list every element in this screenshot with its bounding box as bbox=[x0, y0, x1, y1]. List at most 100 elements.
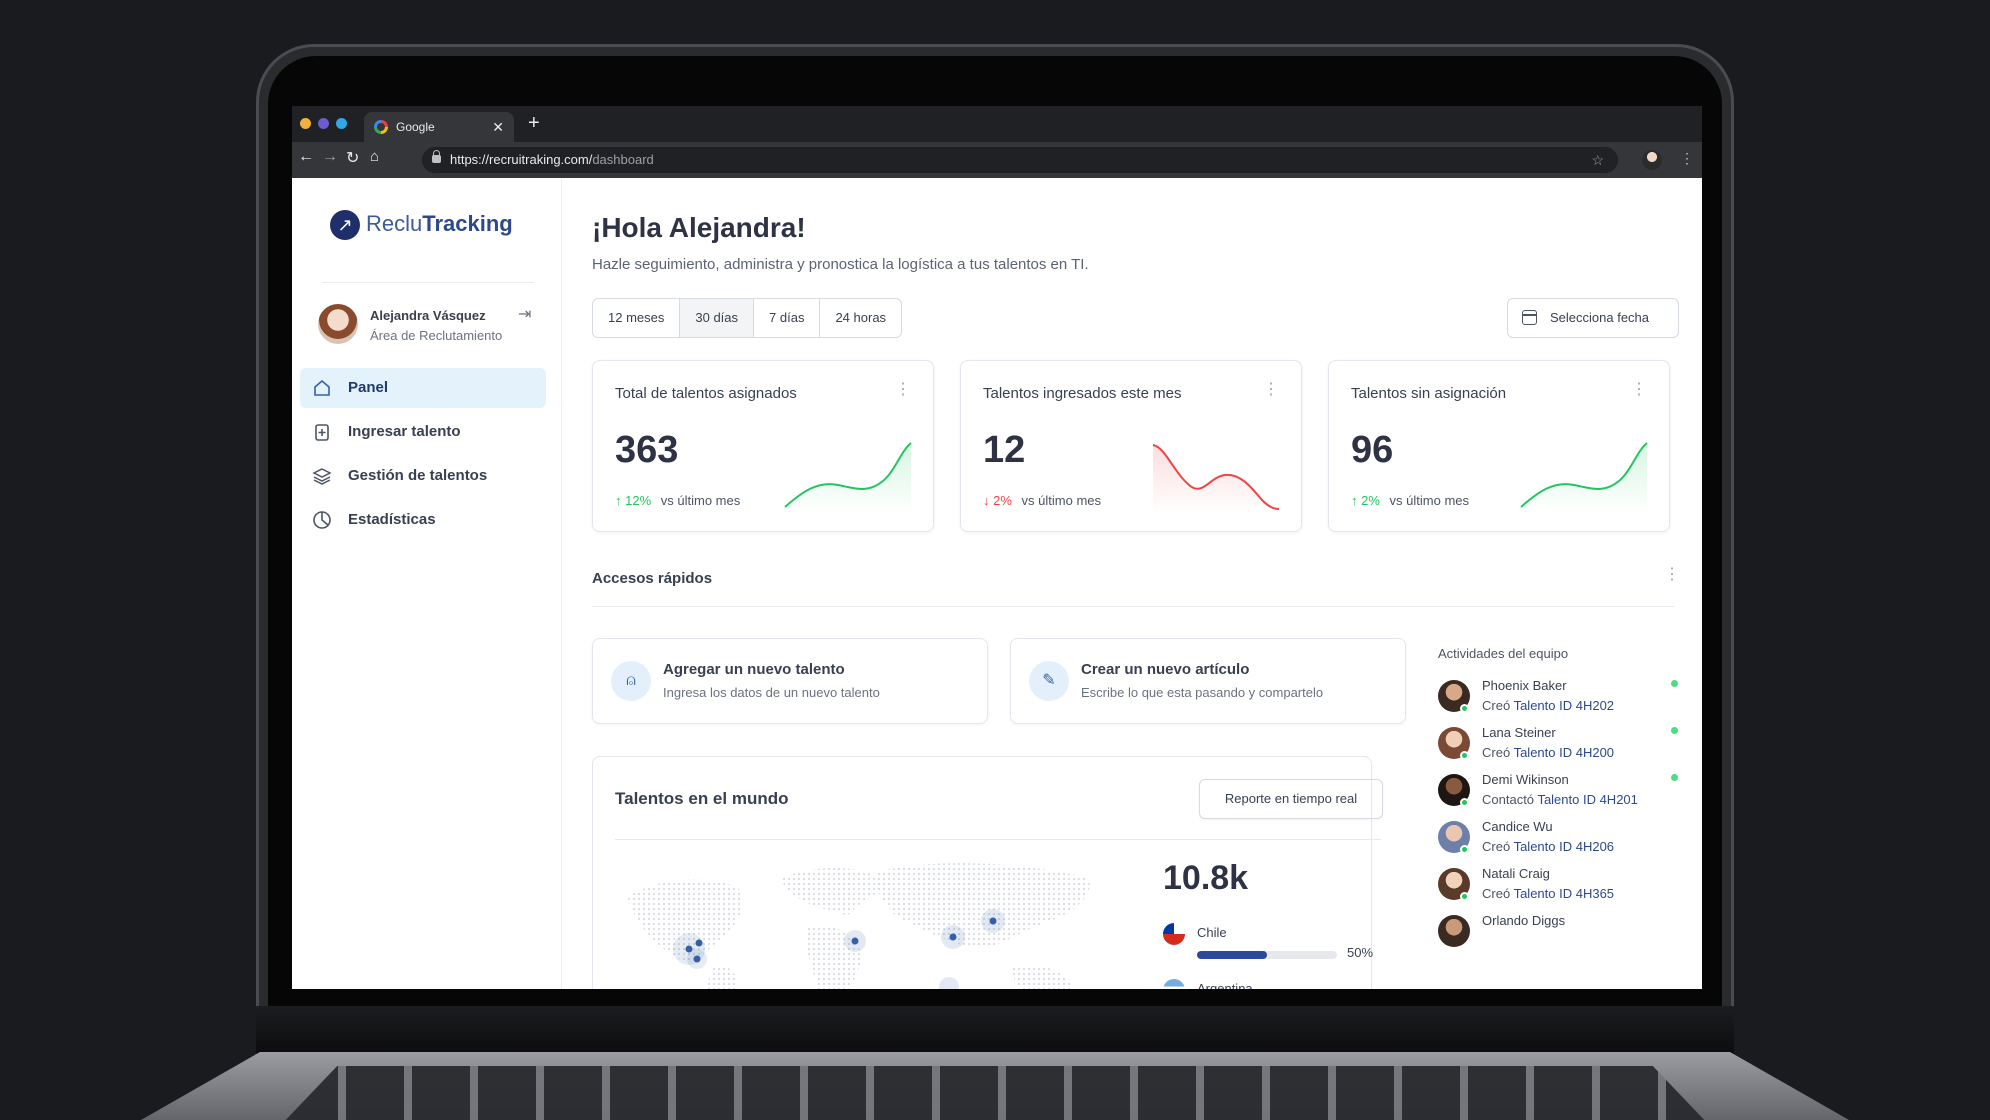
lock-icon bbox=[432, 150, 441, 163]
forward-icon[interactable]: → bbox=[322, 148, 338, 165]
stat-delta-value: 2% bbox=[1361, 493, 1380, 508]
brand-part2: Tracking bbox=[422, 210, 513, 236]
add-user-icon: ⍝ bbox=[611, 661, 651, 701]
talents-world-panel: Talentos en el mundo Reporte en tiempo r… bbox=[592, 756, 1383, 989]
sidebar-item-estadisticas[interactable]: Estadísticas bbox=[300, 500, 546, 540]
activity-item[interactable]: Phoenix Baker Creó Talento ID 4H202 bbox=[1438, 676, 1688, 726]
quick-access-desc: Escribe lo que esta pasando y compartelo bbox=[1081, 685, 1324, 700]
activity-text: Creó Talento ID 4H206 bbox=[1482, 839, 1614, 854]
more-options-icon[interactable]: ⋮ bbox=[1664, 566, 1680, 583]
keyboard bbox=[280, 1066, 1710, 1120]
stat-delta: ↑ 12% vs último mes bbox=[615, 493, 740, 508]
activity-action: Creó bbox=[1482, 698, 1511, 713]
team-activity: Actividades del equipo Phoenix Baker Cre… bbox=[1438, 638, 1688, 989]
avatar[interactable] bbox=[318, 304, 358, 344]
select-date-label: Selecciona fecha bbox=[1550, 310, 1650, 325]
brand-logo[interactable]: ↗ RecluTracking bbox=[330, 210, 513, 240]
more-options-icon[interactable]: ⋮ bbox=[895, 381, 911, 398]
browser-tabstrip: Google ✕ + bbox=[292, 106, 1702, 142]
range-7-dias[interactable]: 7 días bbox=[754, 299, 821, 337]
back-icon[interactable]: ← bbox=[298, 148, 314, 165]
brand-part1: Reclu bbox=[366, 210, 423, 236]
pie-chart-icon bbox=[313, 511, 331, 529]
browser-tab[interactable]: Google ✕ bbox=[364, 112, 514, 142]
browser-menu-icon[interactable]: ⋮ bbox=[1680, 150, 1694, 166]
range-30-dias[interactable]: 30 días bbox=[680, 299, 755, 337]
range-24-horas[interactable]: 24 horas bbox=[835, 310, 887, 325]
online-status-icon bbox=[1460, 798, 1469, 807]
add-file-icon bbox=[315, 424, 329, 441]
sidebar-menu: Panel Ingresar talento Gestión de talent… bbox=[300, 368, 546, 544]
unread-dot-icon bbox=[1671, 727, 1678, 734]
activity-item[interactable]: Natali Craig Creó Talento ID 4H365 bbox=[1438, 864, 1688, 914]
world-map bbox=[627, 862, 1090, 989]
online-status-icon bbox=[1460, 845, 1469, 854]
activity-target-link[interactable]: Talento ID 4H365 bbox=[1513, 886, 1615, 901]
activity-target-link[interactable]: Talento ID 4H206 bbox=[1513, 839, 1615, 854]
browser-profile-avatar[interactable] bbox=[1642, 150, 1662, 170]
team-activity-title: Actividades del equipo bbox=[1438, 646, 1569, 661]
stat-delta: ↑ 2% vs último mes bbox=[1351, 493, 1469, 508]
unread-dot-icon bbox=[1671, 774, 1678, 781]
maximize-dot-icon[interactable] bbox=[318, 118, 329, 129]
select-date-button[interactable]: Selecciona fecha bbox=[1507, 298, 1679, 338]
activity-item[interactable]: Demi Wikinson Contactó Talento ID 4H201 bbox=[1438, 770, 1688, 820]
quick-new-article[interactable]: ✎ Crear un nuevo artículo Escribe lo que… bbox=[1010, 638, 1406, 724]
activity-text: Creó Talento ID 4H200 bbox=[1482, 745, 1614, 760]
unread-dot-icon bbox=[1671, 680, 1678, 687]
range-selector: 12 meses 30 días 7 días 24 horas bbox=[592, 298, 903, 338]
bookmark-star-icon[interactable]: ☆ bbox=[1591, 152, 1604, 168]
minimize-dot-icon[interactable] bbox=[300, 118, 311, 129]
quick-access-title-text: Crear un nuevo artículo bbox=[1081, 661, 1250, 678]
online-status-icon bbox=[1460, 751, 1469, 760]
url-host: https://recruitraking.com/ bbox=[450, 152, 593, 167]
home-browser-icon[interactable]: ⌂ bbox=[370, 148, 380, 165]
sidebar-item-gestion-talentos[interactable]: Gestión de talentos bbox=[300, 456, 546, 496]
country-name: Chile bbox=[1197, 925, 1227, 940]
reload-icon[interactable]: ↻ bbox=[346, 150, 360, 167]
quick-access-title-text: Agregar un nuevo talento bbox=[663, 661, 845, 678]
realtime-report-button[interactable]: Reporte en tiempo real bbox=[1199, 779, 1383, 819]
range-12-meses[interactable]: 12 meses bbox=[593, 299, 681, 337]
stat-delta: ↓ 2% vs último mes bbox=[983, 493, 1101, 508]
activity-text: Creó Talento ID 4H202 bbox=[1482, 698, 1614, 713]
close-dot-icon[interactable] bbox=[336, 118, 347, 129]
activity-item[interactable]: Orlando Diggs bbox=[1438, 911, 1688, 961]
sidebar-item-ingresar-talento[interactable]: Ingresar talento bbox=[300, 412, 546, 452]
activity-item[interactable]: Candice Wu Creó Talento ID 4H206 bbox=[1438, 817, 1688, 867]
activity-action: Contactó bbox=[1482, 792, 1535, 807]
world-divider bbox=[615, 839, 1381, 840]
activity-target-link[interactable]: Talento ID 4H201 bbox=[1537, 792, 1638, 807]
close-tab-icon[interactable]: ✕ bbox=[492, 119, 504, 135]
stat-title: Talentos ingresados este mes bbox=[983, 385, 1182, 402]
stat-value: 12 bbox=[983, 429, 1026, 471]
page-subtitle: Hazle seguimiento, administra y pronosti… bbox=[592, 256, 1089, 273]
country-progress bbox=[1197, 951, 1337, 959]
activity-target-link[interactable]: Talento ID 4H200 bbox=[1513, 745, 1615, 760]
activity-user: Demi Wikinson bbox=[1482, 772, 1569, 787]
page-title: ¡Hola Alejandra! bbox=[592, 212, 806, 243]
screen: Google ✕ + ← → ↻ ⌂ https://recruitraking… bbox=[292, 106, 1702, 989]
address-bar[interactable]: https://recruitraking.com/dashboard ☆ bbox=[422, 147, 1618, 173]
argentina-flag-icon bbox=[1163, 979, 1185, 989]
activity-item[interactable]: Lana Steiner Creó Talento ID 4H200 bbox=[1438, 723, 1688, 773]
activity-user: Candice Wu bbox=[1482, 819, 1553, 834]
quick-access-divider bbox=[592, 606, 1674, 607]
more-options-icon[interactable]: ⋮ bbox=[1263, 381, 1279, 398]
stat-value: 363 bbox=[615, 429, 679, 471]
more-options-icon[interactable]: ⋮ bbox=[1631, 381, 1647, 398]
stat-delta-label: vs último mes bbox=[1389, 493, 1470, 508]
activity-target-link[interactable]: Talento ID 4H202 bbox=[1513, 698, 1615, 713]
tab-title: Google bbox=[396, 120, 435, 134]
online-status-icon bbox=[1460, 892, 1469, 901]
activity-user: Natali Craig bbox=[1482, 866, 1550, 881]
chile-flag-icon bbox=[1163, 923, 1185, 945]
sidebar-item-panel[interactable]: Panel bbox=[300, 368, 546, 408]
quick-add-talent[interactable]: ⍝ Agregar un nuevo talento Ingresa los d… bbox=[592, 638, 988, 724]
stat-card-total: Total de talentos asignados ⋮ 363 ↑ 12% … bbox=[592, 360, 934, 532]
logout-icon[interactable]: ⇥ bbox=[518, 306, 532, 323]
sidebar-divider bbox=[322, 282, 534, 283]
stat-delta-value: 12% bbox=[625, 493, 652, 508]
new-tab-icon[interactable]: + bbox=[528, 112, 540, 134]
activity-text: Creó Talento ID 4H365 bbox=[1482, 886, 1614, 901]
